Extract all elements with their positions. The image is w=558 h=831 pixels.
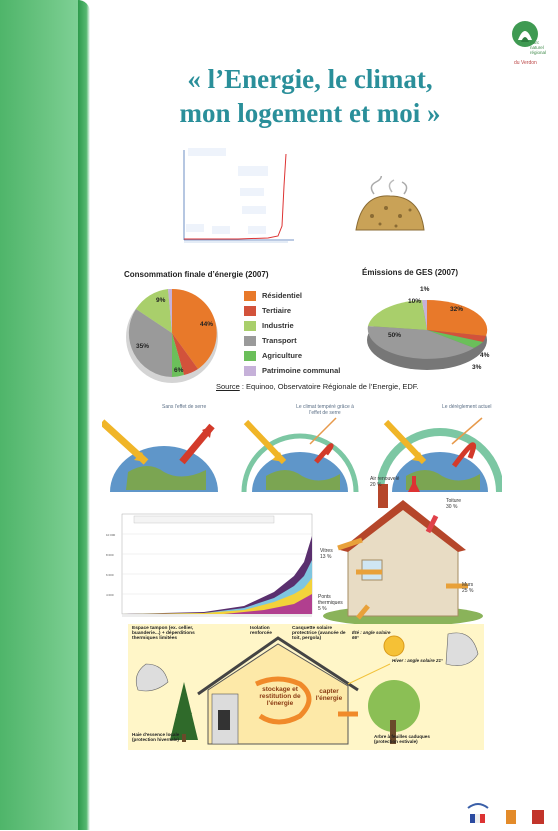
source-line: Source : Equinoo, Observatoire Régionale… xyxy=(216,382,419,391)
pie2-slice-tertiaire xyxy=(427,330,486,342)
logo-emblem-icon xyxy=(512,21,538,47)
bioclim-capter: capter l'énergie xyxy=(315,688,343,702)
greenhouse-caption-1: Sans l'effet de serre xyxy=(162,404,207,410)
pie2-slice-patrimoine xyxy=(422,299,427,330)
svg-text:6 000: 6 000 xyxy=(106,573,114,577)
pie1-slice-transport xyxy=(128,309,172,377)
house-label-murs: Murs 25 % xyxy=(462,582,474,594)
svg-text:4 000: 4 000 xyxy=(106,593,114,597)
legend-label: Tertiaire xyxy=(262,306,292,315)
mound-illustration xyxy=(352,171,428,236)
legend-item-residentiel: Résidentiel xyxy=(244,288,364,303)
green-band-edge xyxy=(78,0,90,830)
parc-verdon-logo: Parc naturel régional du Verdon xyxy=(500,18,550,80)
legend-item-transport: Transport xyxy=(244,333,364,348)
legend-label: Industrie xyxy=(262,321,294,330)
pie1-label-35: 35% xyxy=(136,343,150,350)
pie2-label-1: 1% xyxy=(420,286,430,293)
pie2-label-3: 3% xyxy=(472,364,482,371)
pie1-slice-tertiaire xyxy=(172,333,198,375)
greenhouse-caption-3: Le dérèglement actuel xyxy=(442,404,492,410)
svg-text:8 000: 8 000 xyxy=(106,553,114,557)
legend-swatch xyxy=(244,335,256,346)
logo-text-3: régional xyxy=(530,50,547,55)
bioclim-stockage: stockage et restitution de l'énergie xyxy=(259,686,301,707)
pie2-label-4: 4% xyxy=(480,352,490,359)
legend-swatch xyxy=(244,305,256,316)
pie2-title: Émissions de GES (2007) xyxy=(362,268,459,277)
bioclim-hiver: Hiver : angle solaire 21° xyxy=(392,658,443,663)
pie2-slice-transport xyxy=(367,326,474,359)
title-line-1: « l’Energie, le climat, xyxy=(187,64,433,94)
pie2-slice-residentiel xyxy=(427,299,488,336)
pie1-slice-agriculture xyxy=(172,333,184,377)
footer-partner-logos xyxy=(464,800,554,826)
greenhouse-caption-2: Le climat tempéré grâce à l'effet de ser… xyxy=(296,404,354,416)
house-label-toiture: Toiture 30 % xyxy=(446,498,462,510)
legend-swatch xyxy=(244,320,256,331)
bioclim-casquette: Casquette solaire protectrice (avancée d… xyxy=(292,626,346,641)
house-label-ponts: Ponts thermiques 5 % xyxy=(318,594,343,612)
pie1-label-9: 9% xyxy=(156,297,166,304)
pie1-chart: 44% 35% 6% 9% xyxy=(122,285,222,385)
pie1-title: Consommation finale d’énergie (2007) xyxy=(124,270,269,279)
pie2-label-50: 50% xyxy=(388,332,402,339)
legend-label: Agriculture xyxy=(262,351,303,360)
logo-text-2: naturel xyxy=(530,45,544,50)
svg-text:10 000: 10 000 xyxy=(106,533,116,537)
earth-greenhouse xyxy=(241,417,359,492)
legend-swatch xyxy=(244,350,256,361)
legend-label: Patrimoine communal xyxy=(262,366,341,375)
legend-item-tertiaire: Tertiaire xyxy=(244,303,364,318)
earth-disruption xyxy=(378,417,502,492)
co2-history-chart xyxy=(178,146,296,246)
legend-label: Résidentiel xyxy=(262,291,303,300)
logo-text-1: Parc xyxy=(530,40,540,45)
greenhouse-effect-row: Sans l'effet de serre Le climat tempéré … xyxy=(102,402,502,492)
earth-no-greenhouse xyxy=(102,419,218,492)
pie1-label-6: 6% xyxy=(174,367,184,374)
bioclim-ete: Été : angle solaire 66° xyxy=(352,630,391,640)
logo-text-4: du Verdon xyxy=(514,60,537,66)
source-label: Source xyxy=(216,382,240,391)
energy-growth-area-chart: 10 000 8 000 6 000 4 000 xyxy=(104,506,314,626)
title-line-2: mon logement et moi » xyxy=(179,98,441,128)
bioclim-espace: Espace tampon (ex. cellier, buanderie...… xyxy=(132,626,195,641)
house-label-vitres: Vitres 13 % xyxy=(320,548,333,560)
energy-legend: Résidentiel Tertiaire Industrie Transpor… xyxy=(244,288,364,378)
bioclim-haie: Haie d'essence locale (protection hivern… xyxy=(132,732,180,742)
legend-swatch xyxy=(244,290,256,301)
legend-swatch xyxy=(244,365,256,376)
bioclimatic-house-diagram: Espace tampon (ex. cellier, buanderie...… xyxy=(128,624,484,750)
pie2-chart: 1% 32% 10% 50% 4% 3% xyxy=(362,284,492,376)
house-heat-loss-diagram: Air renouvelé 20 % Toiture 30 % Vitres 1… xyxy=(318,474,488,626)
pie1-slice-patrimoine xyxy=(168,288,172,333)
legend-label: Transport xyxy=(262,336,297,345)
bioclim-arbre: Arbre à feuilles caduques (protection es… xyxy=(374,734,430,744)
pie2-label-10: 10% xyxy=(408,298,422,305)
pie2-slice-agriculture xyxy=(427,330,483,348)
pie2-slice-industrie xyxy=(368,300,427,330)
bioclim-isolation: Isolation renforcée xyxy=(250,626,272,636)
green-side-band xyxy=(0,0,80,830)
legend-item-industrie: Industrie xyxy=(244,318,364,333)
pie2-label-32: 32% xyxy=(450,306,464,313)
page-title: « l’Energie, le climat, mon logement et … xyxy=(110,62,510,130)
source-text: : Equinoo, Observatoire Régionale de l’E… xyxy=(239,382,419,391)
pie1-label-44: 44% xyxy=(200,321,214,328)
pie1-slice-residentiel xyxy=(172,288,217,369)
pie1-slice-industrie xyxy=(136,289,172,333)
legend-item-patrimoine: Patrimoine communal xyxy=(244,363,364,378)
house-label-air: Air renouvelé 20 % xyxy=(370,476,400,488)
legend-item-agriculture: Agriculture xyxy=(244,348,364,363)
